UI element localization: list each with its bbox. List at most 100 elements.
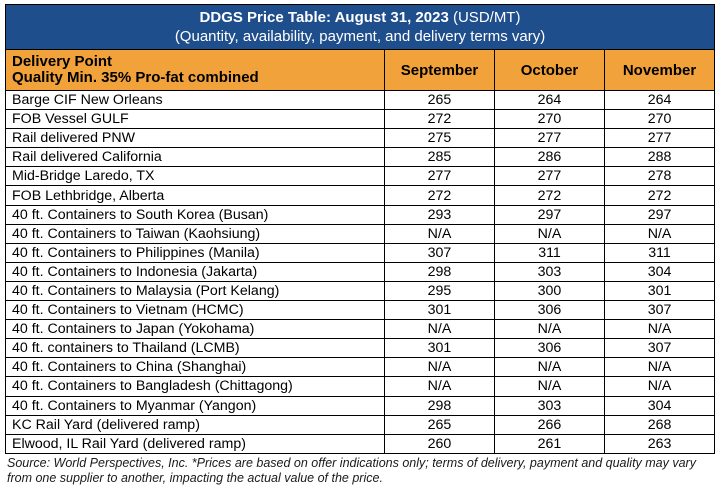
table-row: 40 ft. Containers to Myanmar (Yangon) 298…	[5, 395, 716, 416]
september-price-cell: 272	[384, 185, 495, 206]
table-row: 40 ft. Containers to Philippines (Manila…	[5, 242, 716, 263]
september-price-cell: 293	[384, 204, 495, 225]
table-row: Mid-Bridge Laredo, TX 277 277 278	[5, 166, 716, 187]
header-october: October	[494, 49, 605, 91]
september-price-cell: 301	[384, 338, 495, 359]
delivery-point-cell: 40 ft. Containers to South Korea (Busan)	[5, 204, 385, 225]
delivery-point-cell: FOB Vessel GULF	[5, 109, 385, 130]
delivery-point-cell: Elwood, IL Rail Yard (delivered ramp)	[5, 433, 385, 454]
november-price-cell: 272	[603, 185, 716, 206]
delivery-point-cell: 40 ft. Containers to Vietnam (HCMC)	[5, 300, 385, 321]
november-price-cell: 297	[603, 204, 716, 225]
ddgs-price-table: DDGS Price Table: August 31, 2023 (USD/M…	[4, 4, 716, 454]
delivery-point-cell: 40 ft. Containers to Indonesia (Jakarta)	[5, 261, 385, 282]
september-price-cell: 301	[384, 300, 495, 321]
header-september: September	[384, 49, 495, 91]
september-price-cell: 260	[384, 433, 495, 454]
table-row: 40 ft. Containers to Vietnam (HCMC) 301 30…	[5, 300, 716, 321]
september-price-cell: N/A	[384, 357, 495, 378]
delivery-point-cell: 40 ft. Containers to Philippines (Manila…	[5, 242, 385, 263]
october-price-cell: 277	[494, 128, 605, 149]
november-price-cell: N/A	[603, 223, 716, 244]
table-row: 40 ft. containers to Thailand (LCMB) 301 3…	[5, 338, 716, 359]
delivery-point-cell: Mid-Bridge Laredo, TX	[5, 166, 385, 187]
november-price-cell: N/A	[603, 319, 716, 340]
november-price-cell: 268	[603, 414, 716, 435]
source-note: Source: World Perspectives, Inc. *Prices…	[7, 455, 696, 485]
november-price-cell: 278	[603, 166, 716, 187]
november-price-cell: 301	[603, 280, 716, 302]
november-price-cell: 304	[603, 395, 716, 416]
table-row: FOB Vessel GULF 272 270 270	[5, 109, 716, 130]
october-price-cell: 306	[494, 300, 605, 321]
table-row: Rail delivered PNW 275 277 277	[5, 128, 716, 149]
october-price-cell: 261	[494, 433, 605, 454]
delivery-point-cell: 40 ft. Containers to China (Shanghai)	[5, 357, 385, 378]
october-price-cell: 303	[494, 261, 605, 282]
september-price-cell: 277	[384, 166, 495, 187]
october-price-cell: 297	[494, 204, 605, 225]
september-price-cell: 265	[384, 414, 495, 435]
october-price-cell: 286	[494, 147, 605, 168]
october-price-cell: 300	[494, 280, 605, 302]
september-price-cell: 275	[384, 128, 495, 149]
delivery-point-cell: 40 ft. Containers to Taiwan (Kaohsiung)	[5, 223, 385, 244]
november-price-cell: 270	[603, 109, 716, 130]
september-price-cell: N/A	[384, 319, 495, 340]
october-price-cell: 264	[494, 89, 605, 111]
delivery-point-cell: KC Rail Yard (delivered ramp)	[5, 414, 385, 435]
table-row: Barge CIF New Orleans 265 264 264	[5, 89, 716, 111]
november-price-cell: 264	[603, 89, 716, 111]
october-price-cell: 311	[494, 242, 605, 263]
table-body: Barge CIF New Orleans 265 264 264 FOB Vessel…	[5, 89, 716, 454]
delivery-point-cell: 40 ft. Containers to Malaysia (Port Kela…	[5, 280, 385, 302]
delivery-point-cell: Rail delivered PNW	[5, 128, 385, 149]
october-price-cell: 277	[494, 166, 605, 187]
delivery-point-cell: Rail delivered California	[5, 147, 385, 168]
table-row: 40 ft. Containers to Japan (Yokohama) N/A…	[5, 319, 716, 340]
header-delivery-point: Delivery Point Quality Min. 35% Pro-fat …	[5, 49, 385, 91]
october-price-cell: N/A	[494, 319, 605, 340]
september-price-cell: 298	[384, 395, 495, 416]
november-price-cell: 277	[603, 128, 716, 149]
table-row: 40 ft. Containers to Bangladesh (Chittag…	[5, 376, 716, 397]
table-row: 40 ft. Containers to China (Shanghai) N/A…	[5, 357, 716, 378]
table-row: KC Rail Yard (delivered ramp) 265 266 268	[5, 414, 716, 435]
september-price-cell: 298	[384, 261, 495, 282]
september-price-cell: N/A	[384, 223, 495, 244]
column-header-row: Delivery Point Quality Min. 35% Pro-fat …	[5, 49, 716, 91]
title-main: DDGS Price Table: August 31, 2023	[199, 9, 449, 26]
november-price-cell: N/A	[603, 357, 716, 378]
title-subtitle: (Quantity, availability, payment, and de…	[174, 28, 546, 45]
october-price-cell: N/A	[494, 223, 605, 244]
october-price-cell: N/A	[494, 376, 605, 397]
november-price-cell: 311	[603, 242, 716, 263]
delivery-point-cell: Barge CIF New Orleans	[5, 89, 385, 111]
november-price-cell: 288	[603, 147, 716, 168]
delivery-point-cell: FOB Lethbridge, Alberta	[5, 185, 385, 206]
price-table-container: DDGS Price Table: August 31, 2023 (USD/M…	[4, 4, 716, 486]
september-price-cell: 272	[384, 109, 495, 130]
september-price-cell: 285	[384, 147, 495, 168]
september-price-cell: N/A	[384, 376, 495, 397]
delivery-point-cell: 40 ft. Containers to Japan (Yokohama)	[5, 319, 385, 340]
october-price-cell: 306	[494, 338, 605, 359]
table-row: 40 ft. Containers to South Korea (Busan)…	[5, 204, 716, 225]
october-price-cell: N/A	[494, 357, 605, 378]
november-price-cell: 304	[603, 261, 716, 282]
table-row: 40 ft. Containers to Taiwan (Kaohsiung) N…	[5, 223, 716, 244]
september-price-cell: 265	[384, 89, 495, 111]
september-price-cell: 307	[384, 242, 495, 263]
table-row: 40 ft. Containers to Indonesia (Jakarta)…	[5, 261, 716, 282]
table-row: Elwood, IL Rail Yard (delivered ramp) 260…	[5, 433, 716, 454]
november-price-cell: 263	[603, 433, 716, 454]
delivery-point-cell: 40 ft. containers to Thailand (LCMB)	[5, 338, 385, 359]
header-quality-label: Quality Min. 35% Pro-fat combined	[12, 69, 259, 86]
october-price-cell: 303	[494, 395, 605, 416]
table-title: DDGS Price Table: August 31, 2023 (USD/M…	[4, 4, 716, 50]
october-price-cell: 266	[494, 414, 605, 435]
table-row: 40 ft. Containers to Malaysia (Port Kela…	[5, 280, 716, 302]
november-price-cell: 307	[603, 338, 716, 359]
table-title-row: DDGS Price Table: August 31, 2023 (USD/M…	[4, 4, 716, 50]
table-row: Rail delivered California 285 286 288	[5, 147, 716, 168]
